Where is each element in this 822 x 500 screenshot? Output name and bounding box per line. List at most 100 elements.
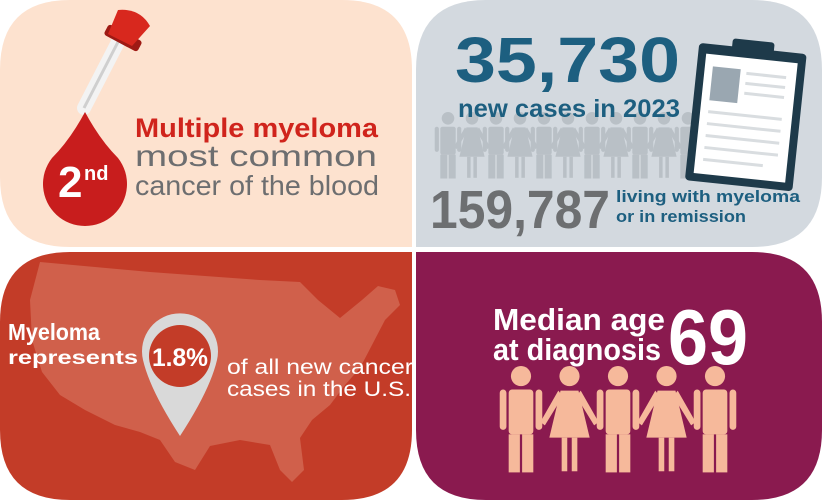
person-leg [632,154,640,179]
person-leg [617,156,621,178]
person-arm [626,126,631,152]
person-arm [549,127,564,150]
person-head [441,112,455,125]
person-leg [592,154,600,179]
person-leg [544,154,552,179]
person-dress [507,127,533,157]
person-arm [674,126,679,152]
person-icon [637,366,696,472]
person-leg [473,156,477,178]
person-body [536,126,552,155]
living-label: or in remission [616,207,746,226]
person-arm [501,127,516,150]
share-percent: 1.8% [152,344,208,372]
rank-line: cancer of the blood [135,170,379,201]
person-leg [496,154,504,179]
person-dress [459,127,485,157]
person-leg [571,437,578,472]
person-dress [603,127,629,157]
person-body [488,126,504,155]
us-map [30,262,400,482]
person-leg [640,154,648,179]
person-head [585,112,599,125]
person-arm [632,389,640,430]
person-arm [637,390,660,426]
living-label: living with myeloma [616,187,801,206]
person-leg [680,154,688,179]
person-arm [645,127,660,150]
person-arm [673,390,696,426]
new-cases-label: new cases in 2023 [458,95,680,123]
person-arm [540,390,563,426]
person-body [584,126,600,155]
age-line: at diagnosis [493,332,661,367]
rank-suffix: nd [84,163,108,185]
person-leg [521,156,525,178]
rank-number: 2 [58,158,82,207]
person-icon [499,366,543,473]
person-body [440,126,456,155]
blood-drop [42,112,127,226]
living-count: 159,787 [430,180,610,240]
person-leg [536,154,544,179]
share-line: represents [8,348,138,369]
person-head [609,112,623,125]
person-arm [482,126,487,152]
share-line: cases in the U.S. [227,378,411,401]
person-arm [693,389,701,430]
person-leg [619,434,631,473]
person-icon [549,112,587,178]
person-leg [716,434,728,473]
person-icon [482,112,510,179]
person-leg [440,154,448,179]
person-body [702,389,728,435]
person-dress [555,127,581,157]
person-icon [578,112,606,179]
person-head [561,112,575,125]
person-icon [596,366,640,473]
share-line: Myeloma [8,319,100,345]
person-leg [563,156,567,178]
person-body [632,126,648,155]
person-icon [693,366,737,473]
person-head [489,112,503,125]
person-head [537,112,551,125]
person-head [465,112,479,125]
person-arm [434,126,439,152]
person-icon [540,366,599,472]
rank-heading: Multiple myeloma [135,113,379,143]
person-arm [535,389,543,430]
person-arm [597,127,612,150]
person-arm [729,389,737,430]
person-leg [665,156,669,178]
people-row [499,366,737,473]
person-leg [659,156,663,178]
person-head [513,112,527,125]
person-leg [611,156,615,178]
person-head [704,366,726,387]
person-icon [626,112,654,179]
person-body [508,389,534,435]
share-line: of all new cancer [227,356,413,379]
person-head [633,112,647,125]
person-head [657,112,671,125]
person-leg [658,437,665,472]
person-dress [646,390,687,438]
person-head [559,366,580,387]
rank-line: most common [135,140,377,173]
person-dress [549,390,590,438]
person-leg [488,154,496,179]
person-arm [499,389,507,430]
person-leg [569,156,573,178]
person-arm [578,126,583,152]
dropper-icon [77,9,150,115]
clipboard-icon [685,38,807,191]
age-line: Median age [493,302,665,337]
person-head [607,366,629,387]
person-dress [651,127,677,157]
person-leg [522,434,534,473]
person-leg [668,437,675,472]
person-head [510,366,532,387]
new-cases: 35,730 [455,24,680,96]
